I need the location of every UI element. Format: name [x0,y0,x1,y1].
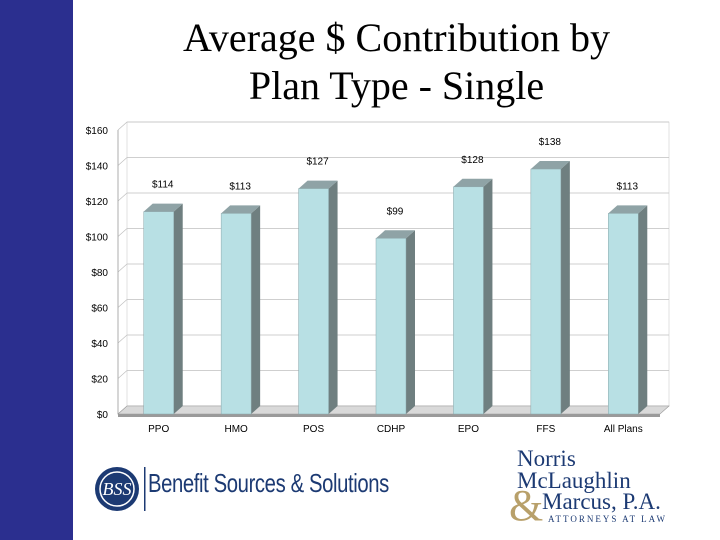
x-tick-label: EPO [458,424,479,435]
bss-logo-icon: BSS [95,467,146,511]
bar-all-plans [608,213,639,415]
bar-top-all-plans [608,205,648,214]
bar-top-epo [453,178,493,187]
bar-side-pos [328,180,338,414]
bar-pos [298,188,329,415]
nmm-tagline: ATTORNEYS AT LAW [548,514,667,524]
data-label: $138 [539,137,562,148]
y-tick-label: $80 [91,268,108,279]
bar-ppo [143,211,174,415]
data-label: $99 [387,206,404,217]
gridline-diagonal [117,263,128,273]
bar-side-ppo [173,203,183,414]
y-tick-label: $160 [86,126,109,137]
data-label: $114 [152,180,174,191]
x-tick-label: HMO [224,424,248,435]
y-tick-label: $120 [86,197,109,208]
x-tick-label: CDHP [377,424,406,435]
nmm-line-3: Marcus, P.A. [542,489,661,514]
x-tick-label: All Plans [604,424,643,435]
y-tick-label: $0 [97,410,109,421]
bar-side-epo [483,178,493,414]
floor-edge [118,414,660,417]
y-tick-label: $40 [91,339,108,350]
nmm-line-2: McLaughlin [517,468,631,493]
data-label: $113 [229,181,251,192]
bss-company-name: Benefit Sources & Solutions [148,468,389,498]
bar-top-ffs [530,161,570,170]
bar-side-cdhp [406,230,415,414]
bar-hmo [220,213,252,415]
bar-cdhp [375,238,407,415]
bar-top-ppo [143,203,183,212]
gridline-diagonal [117,334,128,344]
nmm-line-1: Norris [517,446,576,471]
data-label: $128 [461,155,484,166]
y-tick-label: $60 [91,304,108,315]
ampersand-icon: & [509,481,544,530]
x-tick-label: FFS [536,424,555,435]
bar-side-hmo [251,205,261,414]
y-tick-label: $100 [86,233,109,244]
bar-top-hmo [221,205,261,214]
data-label: $127 [306,157,329,168]
gridline-diagonal [117,121,128,131]
bar-side-ffs [560,161,570,414]
left-accent-bar [0,0,73,540]
gridline-diagonal [117,192,128,202]
title-line-2: Plan Type - Single [248,63,545,108]
bar-epo [453,186,484,415]
bar-ffs [530,168,562,415]
gridline-diagonal [117,370,128,379]
bar-top-cdhp [376,230,415,239]
bar-chart: $0 $20 $40 $60 $80 $100 $120 $140 $160 $114 PPO $11… [86,121,670,435]
title-line-1: Average $ Contribution by [183,15,610,60]
bar-top-pos [298,180,338,189]
y-tick-label: $140 [86,162,109,173]
svg-text:BSS: BSS [103,479,132,499]
x-tick-label: POS [303,424,324,435]
data-label: $113 [617,181,639,192]
slide-title: Average $ Contribution by Plan Type - Si… [73,14,720,110]
bar-side-all-plans [638,205,648,414]
y-tick-label: $20 [91,375,108,386]
x-tick-label: PPO [148,424,169,435]
gridline-diagonal [117,157,128,166]
gridline-diagonal [117,299,128,308]
gridline-diagonal [117,228,128,237]
